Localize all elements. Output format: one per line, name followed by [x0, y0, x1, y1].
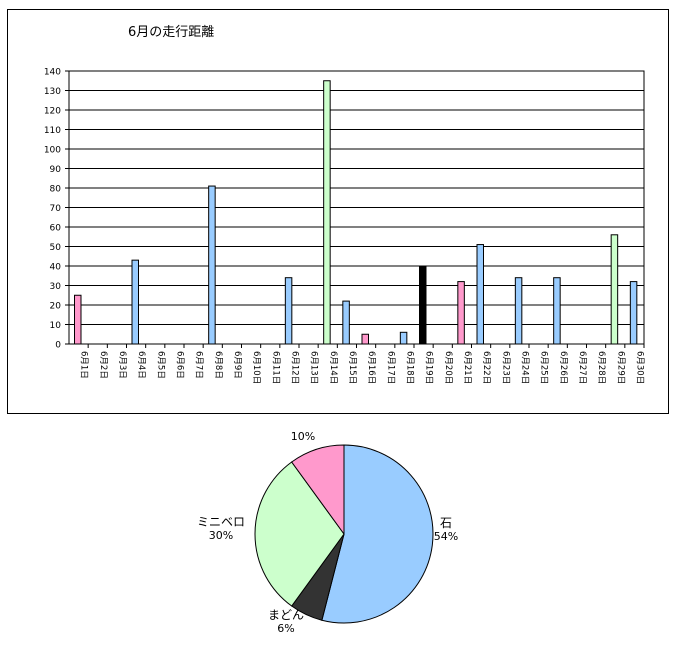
x-tick-label: 6月13日 [309, 351, 319, 384]
x-tick-label: 6月14日 [328, 351, 338, 384]
x-tick-label: 6月30日 [634, 351, 644, 384]
x-tick-label: 6月26日 [558, 351, 568, 384]
y-tick-label: 50 [50, 243, 62, 253]
y-tick-label: 30 [50, 282, 62, 292]
x-tick-label: 6月16日 [366, 351, 376, 384]
bar [457, 281, 465, 345]
y-tick-label: 0 [55, 341, 61, 351]
pie-slice-percent: 54% [434, 530, 458, 543]
x-tick-label: 6月28日 [596, 351, 606, 384]
pie-slice-percent: 6% [277, 622, 294, 635]
pie-slice-percent: 10% [291, 430, 315, 443]
x-axis-ticks: 6月1日 6月2日 6月3日 6月4日 6月5日 6月6日 6月7日 6月8日 6月9日 6月10… [79, 344, 645, 384]
x-tick-label: 6月29日 [615, 351, 625, 384]
y-tick-label: 100 [44, 146, 61, 156]
x-tick-label: 6月8日 [213, 351, 223, 379]
x-tick-label: 6月4日 [136, 351, 146, 379]
bar [284, 277, 293, 345]
bars [74, 80, 638, 345]
bar [514, 277, 523, 345]
x-tick-label: 6月1日 [79, 351, 89, 379]
x-tick-label: 6月9日 [232, 351, 242, 379]
bar [74, 294, 82, 345]
x-tick-label: 6月10日 [251, 351, 261, 384]
x-tick-label: 6月24日 [519, 351, 529, 384]
x-tick-label: 6月19日 [424, 351, 434, 384]
bar [342, 300, 350, 345]
pie-slice [254, 461, 345, 607]
x-tick-label: 6月15日 [347, 351, 357, 384]
y-tick-label: 120 [44, 107, 61, 117]
bar [361, 333, 369, 345]
bar [323, 80, 331, 345]
gridlines [69, 70, 644, 325]
x-tick-label: 6月11日 [270, 351, 280, 384]
y-tick-label: 80 [50, 185, 62, 195]
pie-slice [321, 444, 434, 624]
y-tick-label: 10 [50, 321, 62, 331]
x-tick-label: 6月21日 [462, 351, 472, 384]
bar [208, 185, 216, 345]
x-tick-label: 6月25日 [539, 351, 549, 384]
pie-slices [254, 444, 434, 624]
y-tick-label: 140 [44, 68, 61, 78]
bar [476, 244, 484, 345]
bar [610, 234, 619, 345]
bar [419, 265, 427, 345]
x-tick-label: 6月22日 [481, 351, 491, 384]
bar [131, 259, 139, 345]
x-tick-label: 6月23日 [500, 351, 510, 384]
y-tick-label: 60 [50, 224, 62, 234]
chart-title: 6月の走行距離 [128, 25, 214, 40]
y-axis-ticks: 0 10 20 30 40 50 60 70 80 90 100 110 120 130 140 [44, 68, 69, 351]
bar [399, 331, 408, 345]
y-tick-label: 20 [50, 302, 62, 312]
pie-slice-percent: 30% [209, 529, 233, 542]
y-tick-label: 90 [50, 165, 62, 175]
bar-chart: 6月の走行距離 0 10 20 30 40 50 60 70 80 90 100 110 120 130 1… [7, 9, 669, 414]
x-tick-label: 6月17日 [385, 351, 395, 384]
bar [629, 281, 638, 345]
x-tick-label: 6月3日 [117, 351, 127, 379]
y-tick-label: 130 [44, 87, 61, 97]
x-tick-label: 6月27日 [577, 351, 587, 384]
x-tick-label: 6月2日 [98, 351, 108, 379]
x-tick-label: 6月12日 [289, 351, 299, 384]
pie-slice-label: ミニベロ [197, 515, 245, 529]
x-tick-label: 6月6日 [174, 351, 184, 379]
x-tick-label: 6月5日 [155, 351, 165, 379]
x-tick-label: 6月20日 [443, 351, 453, 384]
bar [553, 277, 561, 345]
pie-slice-label: 石 [440, 516, 452, 530]
pie-slice [290, 444, 345, 536]
y-tick-label: 110 [44, 126, 61, 136]
x-tick-label: 6月7日 [194, 351, 204, 379]
y-tick-label: 70 [50, 204, 62, 214]
x-tick-label: 6月18日 [404, 351, 414, 384]
y-tick-label: 40 [50, 263, 62, 273]
pie-slice-label: まどん [268, 608, 304, 622]
